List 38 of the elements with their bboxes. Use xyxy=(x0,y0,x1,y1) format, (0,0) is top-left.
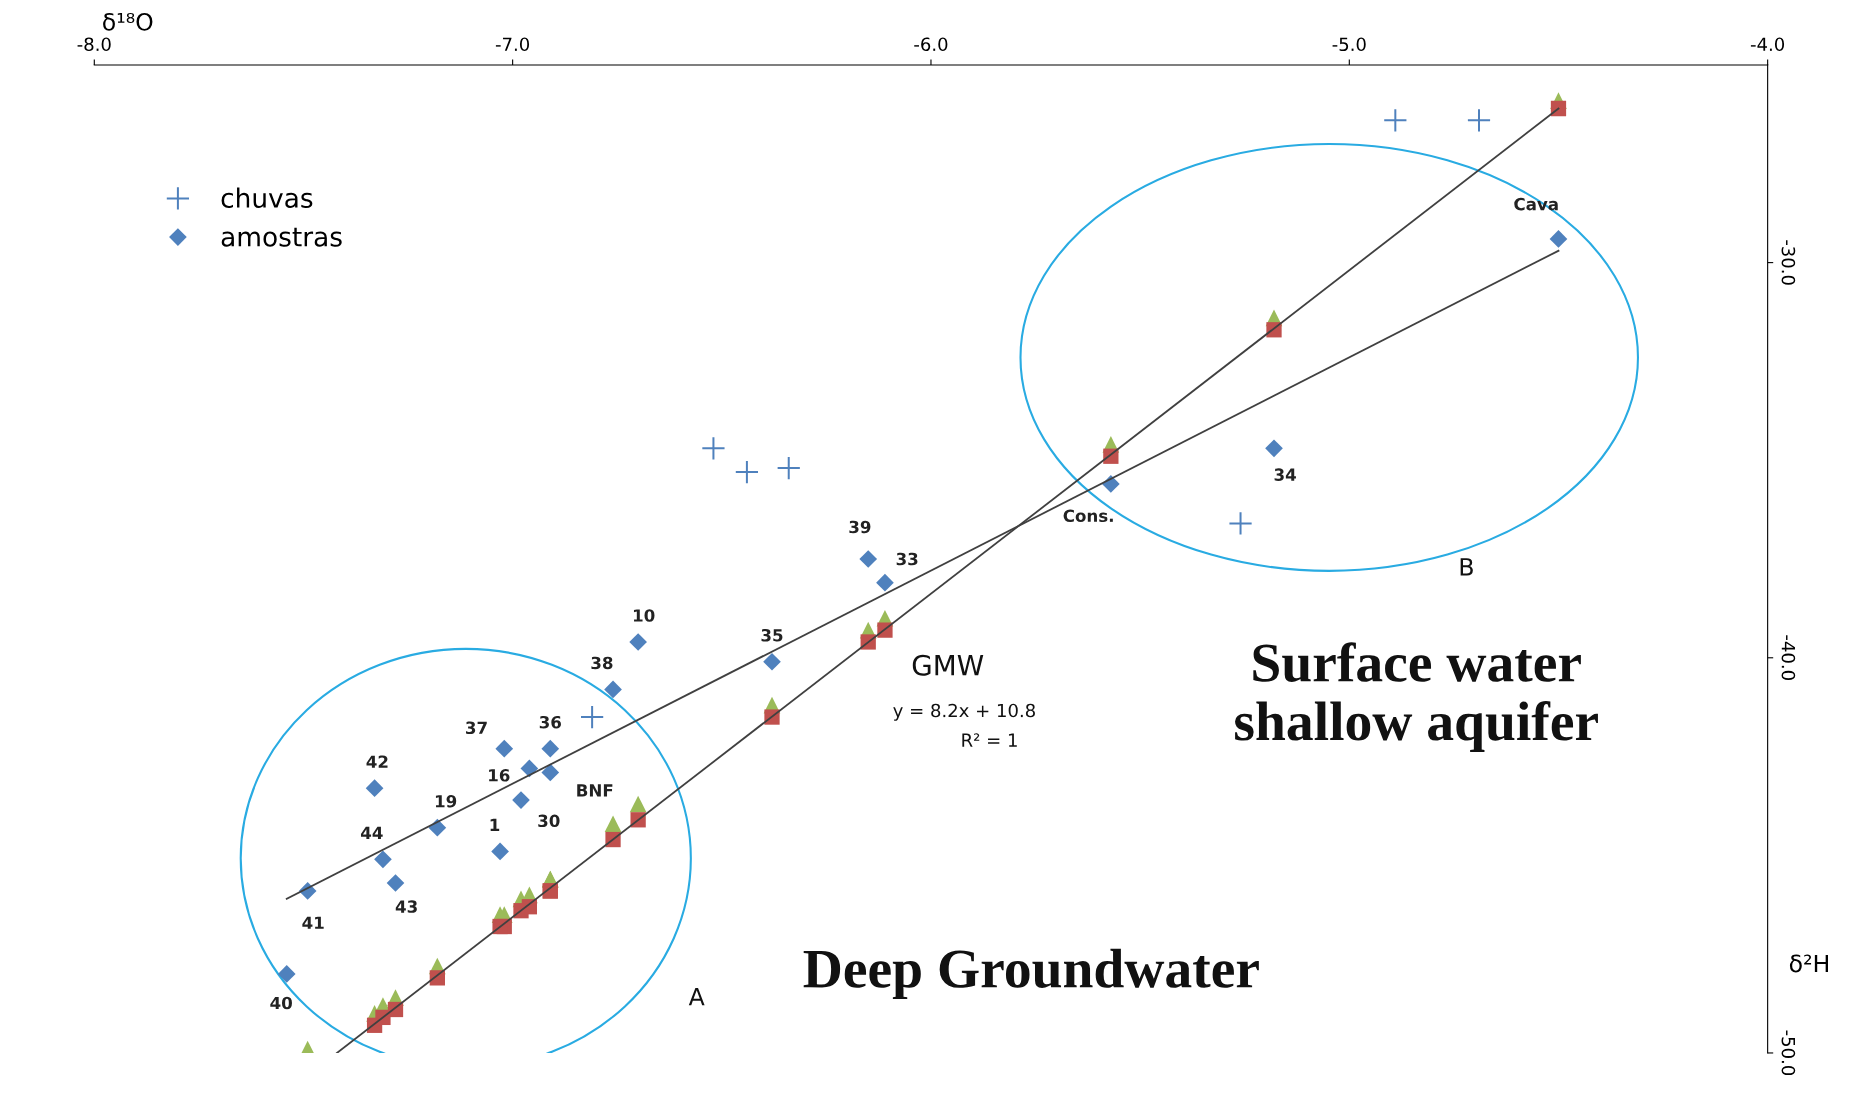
annotation: 43 xyxy=(395,900,417,913)
annotation: Cons. xyxy=(1063,509,1113,523)
annotation: 39 xyxy=(849,520,871,534)
y-axis-title: δ²H xyxy=(1789,954,1828,973)
annotation: BNF xyxy=(577,784,613,797)
x-axis-title: δ¹⁸O xyxy=(103,12,153,31)
x-tick-label: -5.0 xyxy=(1332,37,1366,52)
annotation: GMW xyxy=(912,654,984,676)
x-tick-label: -6.0 xyxy=(914,37,948,52)
annotation: Deep Groundwater xyxy=(803,948,1259,1000)
y-tick-label: -30.0 xyxy=(1781,240,1796,285)
legend-label: amostras xyxy=(221,227,342,247)
annotation: 36 xyxy=(539,715,561,729)
annotation: A xyxy=(688,987,705,1006)
annotation: B xyxy=(1460,558,1473,576)
annotation: 30 xyxy=(538,814,560,828)
x-tick-label: -7.0 xyxy=(495,37,530,52)
annotation: 42 xyxy=(366,755,388,768)
annotation: Surface water shallow aquifer xyxy=(1235,642,1598,752)
annotation: 38 xyxy=(591,656,613,670)
annotation: 37 xyxy=(466,721,487,735)
annotation: 40 xyxy=(270,996,292,1010)
annotation: y = 8.2x + 10.8 xyxy=(893,703,1035,721)
annotation: 33 xyxy=(896,552,918,566)
legend-label: chuvas xyxy=(221,187,313,208)
annotation: 10 xyxy=(633,609,655,622)
x-tick-label: -8.0 xyxy=(77,37,111,52)
annotation: 44 xyxy=(360,826,383,839)
annotation: 16 xyxy=(489,769,510,782)
annotation: 35 xyxy=(761,628,783,642)
y-tick-label: -50.0 xyxy=(1781,1030,1796,1076)
x-tick-label: -4.0 xyxy=(1750,37,1785,52)
annotation: 34 xyxy=(1274,468,1296,481)
annotation: 1 xyxy=(490,818,500,832)
annotation: R² = 1 xyxy=(962,733,1017,747)
annotation: 41 xyxy=(302,916,324,929)
y-tick-label: -40.0 xyxy=(1781,635,1796,680)
annotation: 19 xyxy=(435,794,457,808)
